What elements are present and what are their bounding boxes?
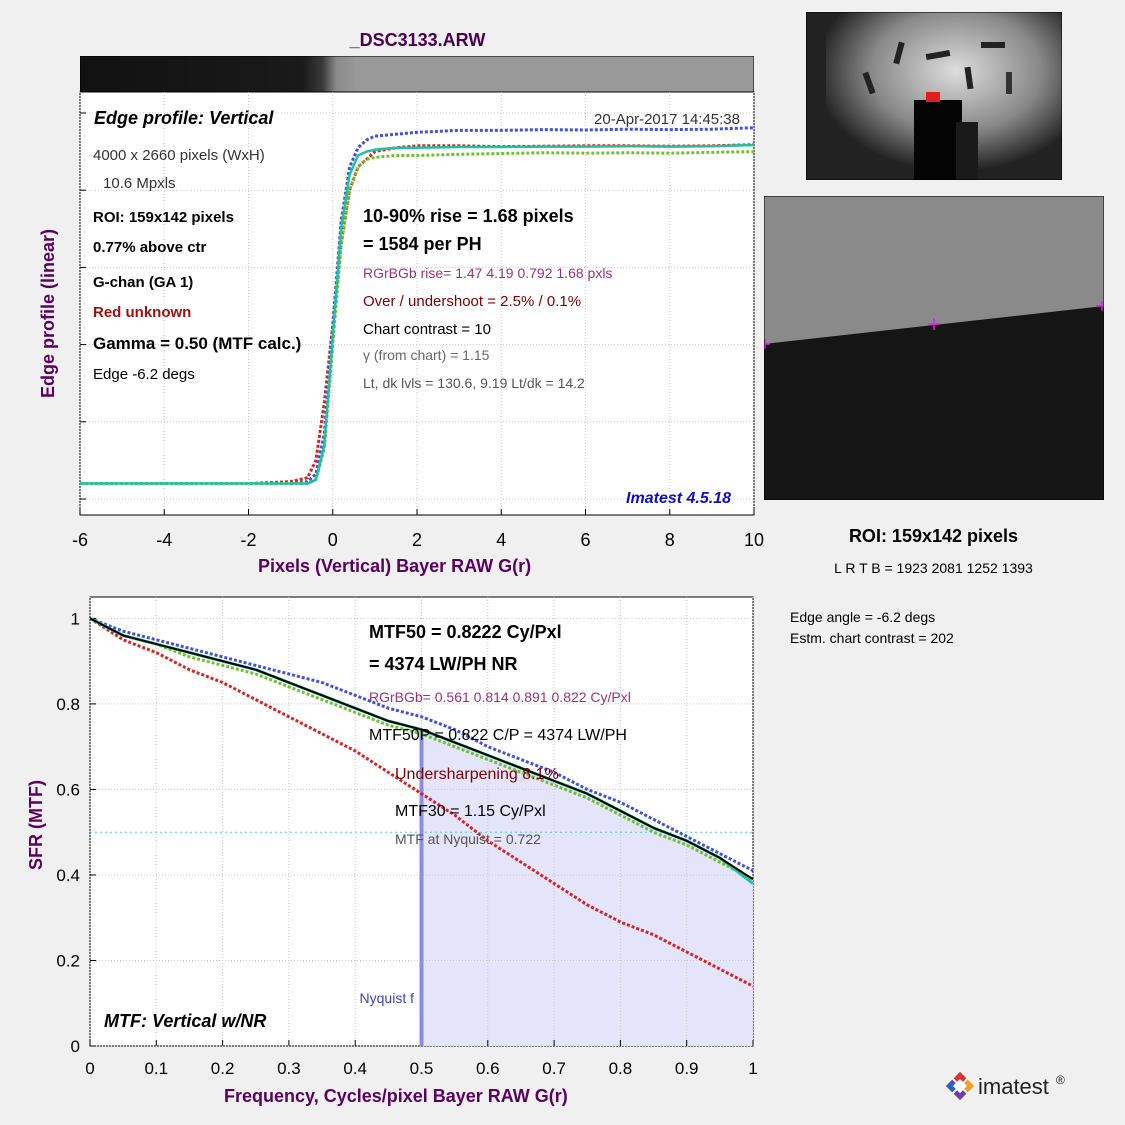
- logo-text: imatest: [978, 1074, 1049, 1099]
- mtf-info-2: RGrBGb= 0.561 0.814 0.891 0.822 Cy/Pxl: [369, 689, 631, 705]
- mtf-series-line-2: [89, 617, 754, 881]
- edge-tick-label-x-5: 4: [496, 530, 506, 550]
- edge-info-right-2: RGrBGb rise= 1.47 4.19 0.792 1.68 pxls: [363, 265, 612, 281]
- edge-series-line-1: [80, 126, 755, 486]
- mtf-tick-label-x-3: 0.3: [277, 1059, 301, 1078]
- mtf-tick-label-x-8: 0.8: [609, 1059, 633, 1078]
- edge-info-right-0: 10-90% rise = 1.68 pixels: [363, 206, 574, 226]
- mtf-chart: 0 0.1 0.2 0.3 0.4 0.5 0.6 0.7 0.8 0.9 1 0 0.2 0.4 0.6 0…: [56, 596, 758, 1078]
- mtf-info-1: = 4374 LW/PH NR: [369, 654, 518, 674]
- mtf-series-line-0: [89, 617, 754, 988]
- edge-panel-title: Edge profile: Vertical: [94, 108, 274, 128]
- roi-image: [764, 196, 1104, 500]
- edge-tick-label-x-0: -6: [72, 530, 88, 550]
- file-title: _DSC3133.ARW: [349, 30, 486, 50]
- roi-title: ROI: 159x142 pixels: [848, 526, 1019, 546]
- edge-tick-label-x-3: 0: [328, 530, 338, 550]
- edge-info-left-5: Red unknown: [93, 304, 191, 321]
- edge-info-left-4: G-chan (GA 1): [93, 274, 193, 291]
- mtf-tick-label-y-1: 0.2: [56, 951, 80, 970]
- edge-info-left-3: 0.77% above ctr: [93, 239, 207, 256]
- edge-info-left-0: 4000 x 2660 pixels (WxH): [93, 147, 265, 164]
- mtf-tick-label-x-1: 0.1: [144, 1059, 168, 1078]
- edge-tick-label-x-8: 10: [744, 530, 764, 550]
- edge-series-line-3: [80, 143, 755, 485]
- roi-coordinates: L R T B = 1923 2081 1252 1393: [834, 560, 1033, 576]
- mtf-x-axis-label: Frequency, Cycles/pixel Bayer RAW G(r): [224, 1086, 568, 1106]
- mtf-tick-label-y-3: 0.6: [56, 780, 80, 799]
- scene-thumbnail: [806, 12, 1062, 180]
- mtf-tick-label-x-6: 0.6: [476, 1059, 500, 1078]
- mtf-tick-label-y-0: 0: [71, 1037, 80, 1056]
- mtf-series-line-1: [89, 616, 754, 873]
- mtf-tick-label-x-4: 0.4: [343, 1059, 367, 1078]
- logo-registered-mark: ®: [1056, 1073, 1065, 1087]
- edge-series-line-0: [80, 143, 755, 486]
- mtf-mode-label: MTF: Vertical w/NR: [104, 1011, 266, 1031]
- edge-angle-note: Edge angle = -6.2 degs: [790, 609, 936, 625]
- chart-contrast-note: Estm. chart contrast = 202: [790, 630, 954, 646]
- edge-info-right-5: γ (from chart) = 1.15: [363, 347, 490, 363]
- mtf-info-4: Undersharpening 8.1%: [395, 766, 559, 783]
- edge-info-left-6: Gamma = 0.50 (MTF calc.): [93, 334, 301, 353]
- edge-info-right-4: Chart contrast = 10: [363, 321, 491, 338]
- edge-info-left-7: Edge -6.2 degs: [93, 366, 195, 383]
- edge-intensity-strip: [80, 56, 754, 92]
- edge-info-left-1: 10.6 Mpxls: [103, 175, 176, 192]
- edge-info-left-2: ROI: 159x142 pixels: [93, 209, 234, 226]
- edge-plot-area: [79, 91, 755, 516]
- edge-profile-chart: -6 -4 -2 0 2 4 6 8 10 Edge profile: Vertical 20-Ap…: [72, 91, 764, 550]
- mtf-tick-label-x-2: 0.2: [211, 1059, 235, 1078]
- mtf-info-6: MTF at Nyquist = 0.722: [395, 831, 541, 847]
- edge-timestamp: 20-Apr-2017 14:45:38: [594, 111, 740, 128]
- mtf-series-line-4: [89, 617, 754, 881]
- edge-tick-label-x-6: 6: [580, 530, 590, 550]
- edge-tick-label-x-7: 8: [665, 530, 675, 550]
- mtf-info-5: MTF30 = 1.15 Cy/Pxl: [395, 803, 546, 820]
- mtf-beyond-nyquist-area: [421, 729, 753, 1046]
- edge-info-right-6: Lt, dk lvls = 130.6, 9.19 Lt/dk = 14.2: [363, 375, 585, 391]
- edge-tick-label-x-4: 2: [412, 530, 422, 550]
- mtf-tick-label-y-5: 1: [71, 609, 80, 628]
- mtf-tick-label-x-7: 0.7: [542, 1059, 566, 1078]
- mtf-tick-label-x-0: 0: [85, 1059, 94, 1078]
- mtf-tick-label-y-2: 0.4: [56, 866, 80, 885]
- edge-info-right-3: Over / undershoot = 2.5% / 0.1%: [363, 293, 581, 310]
- nyquist-label: Nyquist f: [360, 990, 415, 1006]
- mtf-tick-label-x-10: 1: [748, 1059, 757, 1078]
- edge-tick-label-x-2: -2: [240, 530, 256, 550]
- mtf-tick-label-y-4: 0.8: [56, 695, 80, 714]
- imatest-logo: imatest ®: [946, 1071, 1065, 1101]
- mtf-tick-label-x-9: 0.9: [675, 1059, 699, 1078]
- edge-info-right-1: = 1584 per PH: [363, 234, 482, 254]
- mtf-info-0: MTF50 = 0.8222 Cy/Pxl: [369, 622, 562, 642]
- mtf-tick-label-x-5: 0.5: [410, 1059, 434, 1078]
- mtf-info-3: MTF50P = 0.822 C/P = 4374 LW/PH: [369, 727, 627, 744]
- edge-x-axis-label: Pixels (Vertical) Bayer RAW G(r): [258, 556, 532, 576]
- edge-y-axis-label: Edge profile (linear): [38, 228, 58, 398]
- imatest-version-label: Imatest 4.5.18: [626, 490, 731, 507]
- mtf-y-axis-label: SFR (MTF): [26, 780, 46, 870]
- edge-tick-label-x-1: -4: [156, 530, 172, 550]
